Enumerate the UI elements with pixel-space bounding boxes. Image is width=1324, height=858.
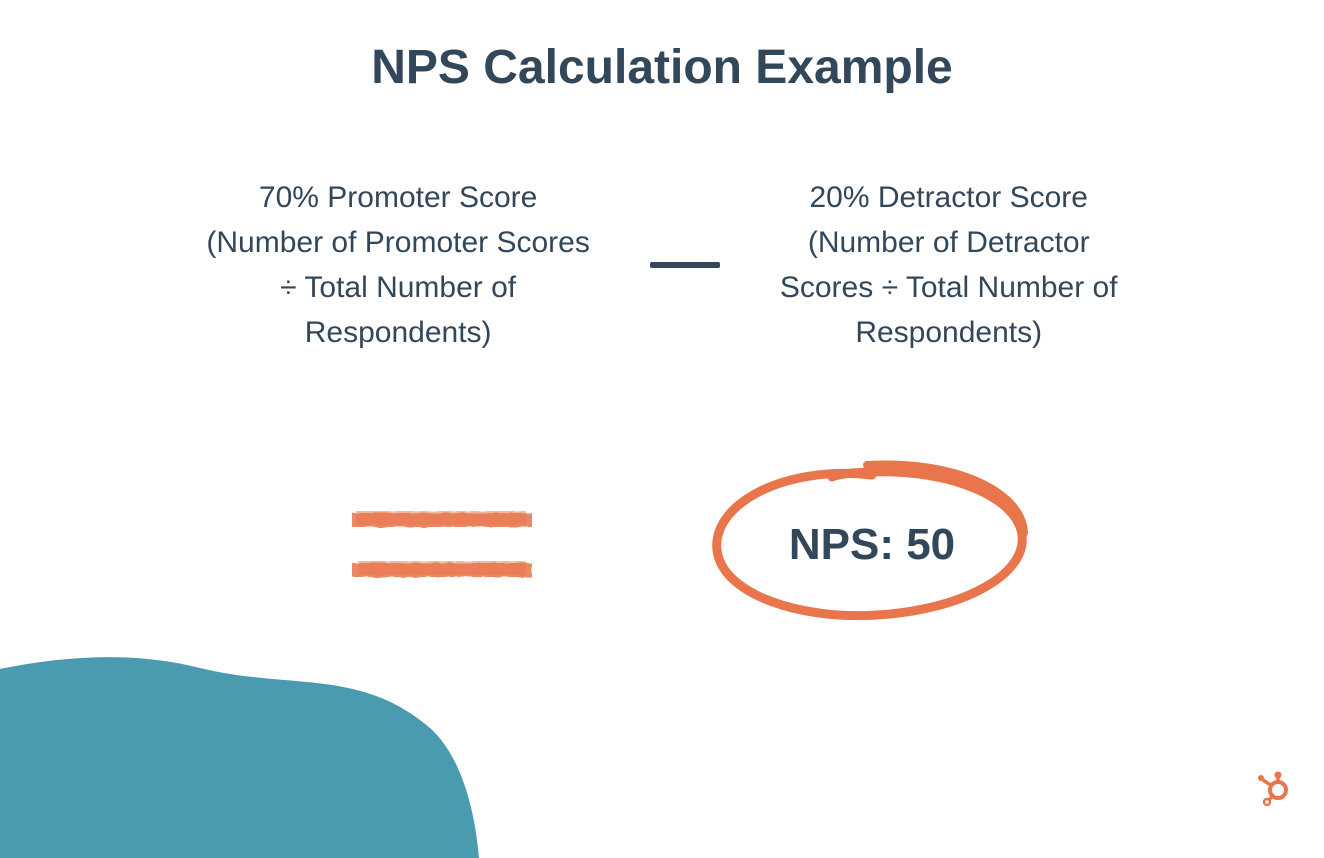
hubspot-logo-icon <box>1254 768 1294 808</box>
promoter-line-1: 70% Promoter Score <box>206 175 589 220</box>
page-title: NPS Calculation Example <box>0 0 1324 95</box>
promoter-line-3: ÷ Total Number of <box>206 265 589 310</box>
promoter-line-4: Respondents) <box>206 310 589 355</box>
result-box: NPS: 50 <box>712 475 1032 615</box>
detractor-line-1: 20% Detractor Score <box>780 175 1118 220</box>
decorative-blob <box>0 598 480 858</box>
detractor-line-3: Scores ÷ Total Number of <box>780 265 1118 310</box>
equals-icon <box>352 511 532 579</box>
formula-row: 70% Promoter Score (Number of Promoter S… <box>0 175 1324 355</box>
result-text: NPS: 50 <box>789 520 955 570</box>
detractor-line-2: (Number of Detractor <box>780 220 1118 265</box>
promoter-line-2: (Number of Promoter Scores <box>206 220 589 265</box>
detractor-term: 20% Detractor Score (Number of Detractor… <box>780 175 1118 355</box>
detractor-line-4: Respondents) <box>780 310 1118 355</box>
promoter-term: 70% Promoter Score (Number of Promoter S… <box>206 175 589 355</box>
minus-icon <box>650 262 720 268</box>
result-row: NPS: 50 <box>60 475 1324 615</box>
